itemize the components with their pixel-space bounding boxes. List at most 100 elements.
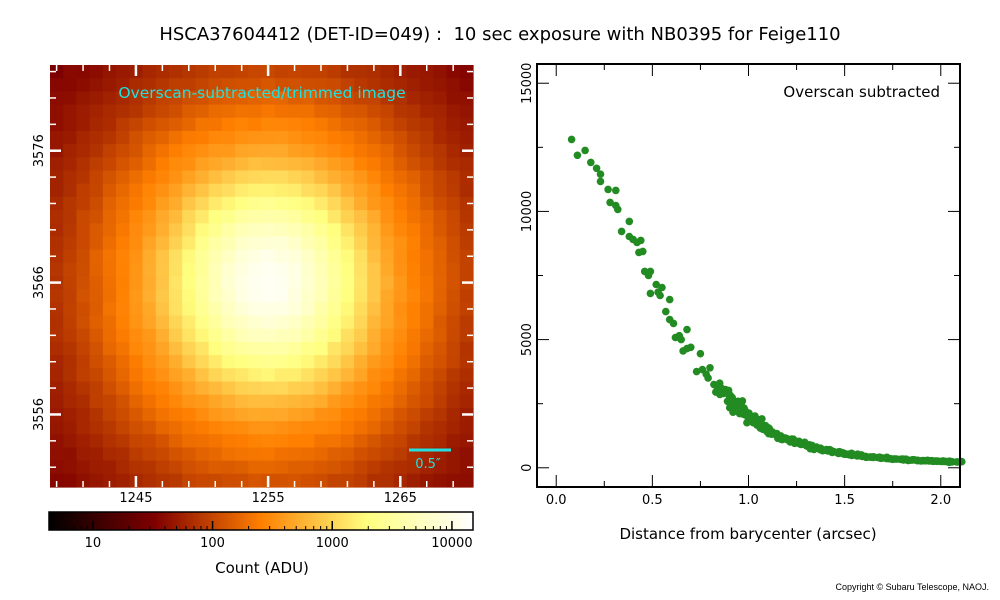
image-pixel — [221, 262, 236, 277]
image-pixel — [459, 262, 474, 277]
image-pixel — [459, 289, 474, 303]
image-pixel — [63, 183, 78, 198]
image-pixel — [367, 157, 382, 172]
image-pixel — [63, 196, 78, 211]
image-pixel — [89, 196, 104, 211]
image-pixel — [63, 434, 78, 449]
image-pixel — [446, 183, 461, 198]
colorbar-ticks: 10 100 1000 10000 — [56, 521, 473, 551]
image-pixel — [314, 394, 329, 409]
image-pixel — [155, 315, 170, 330]
image-pixel — [76, 394, 91, 409]
image-pixel — [274, 302, 289, 317]
image-pixel — [367, 355, 382, 369]
image-pixel — [433, 289, 448, 303]
image-pixel — [155, 381, 170, 396]
image-pixel — [367, 473, 382, 488]
image-pixel — [182, 407, 197, 422]
image-pixel — [129, 91, 144, 106]
image-pixel — [459, 315, 474, 330]
image-pixel — [433, 355, 448, 369]
image-pixel — [116, 394, 130, 409]
scatter-points — [567, 135, 966, 467]
scatter-point — [692, 367, 701, 376]
image-pixel — [406, 91, 421, 106]
image-pixel — [433, 130, 448, 145]
image-pixel — [142, 236, 157, 251]
scatter-point — [654, 288, 662, 297]
image-pixel — [446, 315, 461, 330]
image-pixel — [195, 276, 210, 290]
image-pixel — [367, 460, 382, 475]
image-pixel — [327, 91, 342, 106]
image-pixel — [367, 328, 382, 343]
image-pixel — [168, 130, 183, 145]
image-pixel — [129, 460, 144, 475]
image-pixel — [116, 210, 130, 224]
image-pixel — [248, 183, 263, 198]
image-pixel — [274, 196, 289, 211]
image-pixel — [340, 421, 355, 435]
image-pixel — [393, 276, 408, 290]
scatter-point — [888, 455, 897, 464]
image-x-tick-label: 1255 — [252, 491, 285, 506]
image-pixel — [301, 210, 315, 224]
image-pixel — [340, 381, 355, 396]
image-pixel — [50, 262, 64, 277]
image-pixel — [446, 236, 461, 251]
image-pixel — [182, 104, 197, 119]
image-pixel — [420, 341, 434, 356]
image-pixel — [287, 262, 302, 277]
image-pixel — [50, 421, 64, 435]
image-pixel — [301, 434, 315, 449]
image-pixel — [168, 170, 183, 185]
image-pixel — [327, 460, 342, 475]
image-pixel — [380, 65, 395, 79]
image-pixel — [314, 434, 329, 449]
image-pixel — [380, 473, 395, 488]
image-pixel — [63, 460, 78, 475]
image-pixel — [340, 91, 355, 106]
image-pixel — [340, 355, 355, 369]
image-pixel — [274, 421, 289, 435]
image-pixel — [155, 368, 170, 383]
image-pixel — [354, 249, 368, 264]
image-pixel — [340, 447, 355, 462]
image-pixel — [76, 78, 91, 92]
image-pixel — [327, 236, 342, 251]
image-pixel — [354, 170, 368, 185]
scatter-point — [683, 325, 691, 334]
image-pixel — [182, 262, 197, 277]
image-pixel — [235, 65, 249, 79]
image-pixel — [393, 421, 408, 435]
image-pixel — [314, 144, 329, 158]
image-pixel — [261, 460, 276, 475]
image-pixel — [208, 196, 223, 211]
image-pixel — [340, 460, 355, 475]
image-pixel — [327, 117, 342, 132]
image-pixel — [50, 157, 64, 172]
image-pixel — [446, 407, 461, 422]
scatter-point — [665, 295, 674, 304]
image-pixel — [155, 196, 170, 211]
image-pixel — [168, 473, 183, 488]
image-pixel — [168, 262, 183, 277]
image-pixel — [235, 315, 249, 330]
image-pixel — [248, 249, 263, 264]
image-pixel — [102, 473, 117, 488]
scatter-point — [758, 415, 766, 423]
image-pixel — [287, 368, 302, 383]
image-pixel — [314, 157, 329, 172]
image-pixel — [235, 447, 249, 462]
image-pixel — [142, 223, 157, 238]
image-pixel — [406, 144, 421, 158]
image-pixel — [274, 276, 289, 290]
image-pixel — [102, 341, 117, 356]
image-pixel — [287, 91, 302, 106]
image-pixel — [182, 223, 197, 238]
image-pixel — [380, 130, 395, 145]
image-pixel — [261, 381, 276, 396]
image-pixel — [195, 421, 210, 435]
image-pixel — [195, 223, 210, 238]
image-pixel — [301, 421, 315, 435]
